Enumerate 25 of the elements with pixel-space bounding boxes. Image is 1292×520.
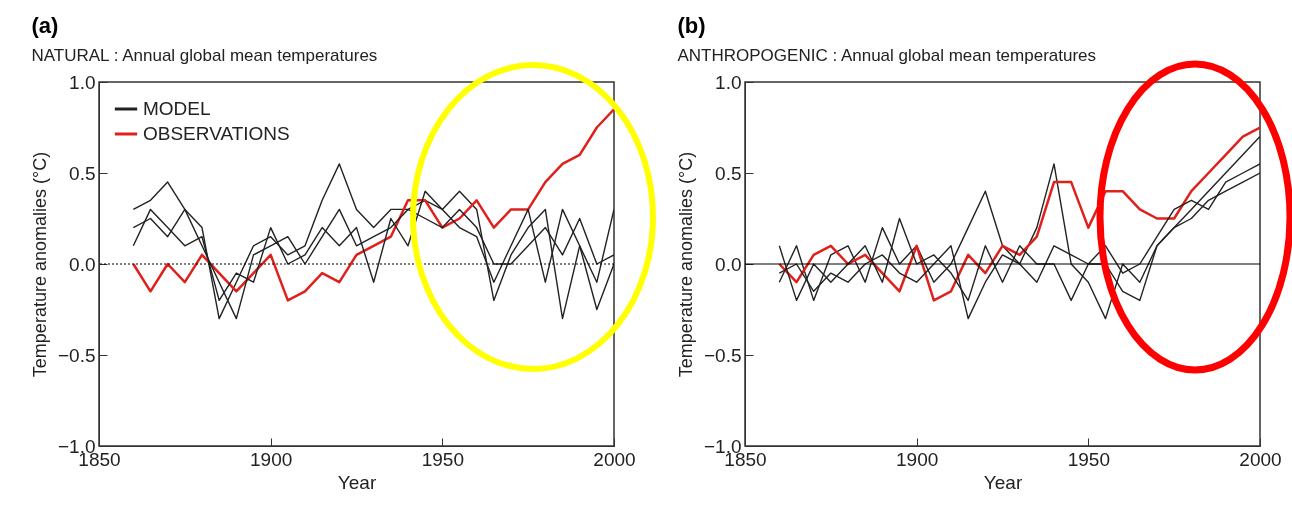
- y-tick-label: 0.5: [69, 162, 96, 184]
- x-tick-label: 2000: [1239, 448, 1282, 470]
- y-tick-label: 0.5: [715, 162, 742, 184]
- y-tick-label: −0.5: [57, 344, 96, 366]
- y-tick-label: 1.0: [69, 71, 96, 93]
- x-tick-label: 1950: [1067, 448, 1110, 470]
- y-tick-label: 0.0: [69, 253, 96, 275]
- y-tick-label: 1.0: [715, 71, 742, 93]
- y-tick-label: 0.0: [715, 253, 742, 275]
- x-tick-label: 1900: [250, 448, 293, 470]
- legend-label: OBSERVATIONS: [143, 123, 290, 144]
- text: (a): [31, 13, 59, 38]
- y-axis-title: Temperature anomalies (°C): [29, 151, 50, 378]
- text: (b): [677, 13, 706, 38]
- x-axis-title: Year: [983, 471, 1023, 493]
- x-tick-label: 1900: [896, 448, 939, 470]
- chart-title: ANTHROPOGENIC : Annual global mean temperatures: [677, 46, 1097, 65]
- y-axis-title: Temperature anomalies (°C): [675, 151, 696, 378]
- chart-title: NATURAL : Annual global mean temperatures: [31, 46, 378, 65]
- x-axis-title: Year: [337, 471, 377, 493]
- x-tick-label: 2000: [593, 448, 636, 470]
- x-tick-label: 1950: [421, 448, 464, 470]
- legend-label: MODEL: [143, 98, 211, 119]
- line-series: [132, 163, 614, 320]
- y-tick-label: −0.5: [703, 344, 742, 366]
